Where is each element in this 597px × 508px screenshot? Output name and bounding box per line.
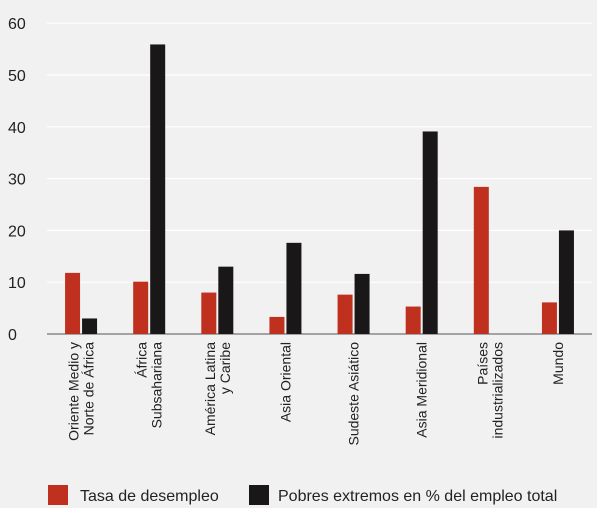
x-category-label-2-0: América Latina <box>202 342 218 436</box>
bar-extreme-poverty-7 <box>558 230 574 334</box>
bar-extreme-poverty-5 <box>422 131 438 334</box>
y-tick-label-10: 10 <box>8 275 26 292</box>
x-category-label-2-1: y Caribe <box>217 342 233 394</box>
bar-extreme-poverty-2 <box>218 266 234 334</box>
bar-unemployment-0 <box>65 272 81 334</box>
bar-unemployment-6 <box>473 186 489 334</box>
legend-label-unemployment: Tasa de desempleo <box>80 488 219 505</box>
legend-label-extreme-poverty: Pobres extremos en % del empleo total <box>278 488 557 505</box>
bar-extreme-poverty-1 <box>150 44 166 335</box>
y-tick-label-60: 60 <box>8 16 26 33</box>
bar-unemployment-3 <box>269 316 285 334</box>
legend: Tasa de desempleo Pobres extremos en % d… <box>48 485 557 505</box>
bar-extreme-poverty-3 <box>286 242 302 334</box>
bar-unemployment-5 <box>405 306 421 334</box>
y-tick-label-40: 40 <box>8 120 26 137</box>
y-tick-label-0: 0 <box>8 327 17 344</box>
x-category-label-0-0: Oriente Medio y <box>66 342 82 441</box>
bar-unemployment-2 <box>201 292 217 334</box>
bar-extreme-poverty-0 <box>82 318 98 334</box>
x-category-label-5-0: Asia Meridional <box>414 342 430 438</box>
x-category-label-6-0: Países <box>474 342 490 385</box>
bar-unemployment-7 <box>541 302 557 334</box>
bar-unemployment-1 <box>133 281 149 334</box>
x-category-label-6-1: industrializados <box>489 342 505 439</box>
x-category-label-4-0: Sudeste Asiático <box>346 342 362 446</box>
y-axis: 0 10 20 30 40 50 60 <box>8 16 26 344</box>
x-axis: Oriente Medio y Norte de África África Subs… <box>66 342 566 446</box>
x-category-label-0-1: Norte de África <box>81 342 97 436</box>
bars <box>65 44 574 335</box>
x-category-label-7-0: Mundo <box>550 342 566 385</box>
bar-unemployment-4 <box>337 294 353 334</box>
x-category-label-1-0: África <box>134 342 150 378</box>
x-category-label-1-1: Subsahariana <box>149 342 165 429</box>
y-tick-label-50: 50 <box>8 68 26 85</box>
y-tick-label-30: 30 <box>8 172 26 189</box>
x-category-label-3-0: Asia Oriental <box>277 342 293 422</box>
legend-swatch-extreme-poverty <box>249 485 269 505</box>
y-tick-label-20: 20 <box>8 223 26 240</box>
legend-swatch-unemployment <box>48 485 68 505</box>
bar-extreme-poverty-4 <box>354 273 370 334</box>
